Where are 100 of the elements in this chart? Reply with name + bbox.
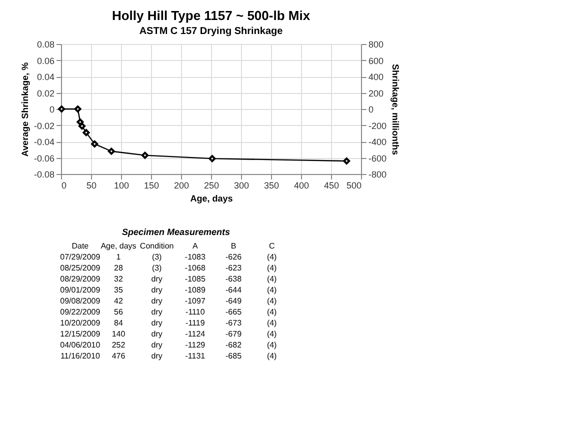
chart-title: Holly Hill Type 1157 ~ 500-lb Mix (112, 8, 311, 23)
text: 35 (114, 286, 124, 294)
text: -682 (225, 340, 242, 350)
x-tick-label: 100 (114, 180, 130, 190)
text: 84 (114, 318, 124, 328)
text: (4) (266, 352, 278, 360)
x-tick-label: 300 (234, 180, 250, 190)
y2-tick-label: 400 (368, 72, 384, 82)
text: 1 (116, 252, 122, 262)
y-tick-label: 0.06 (36, 56, 54, 66)
x-tick-label: 200 (174, 180, 190, 190)
point (91, 140, 98, 148)
text: dry (151, 286, 162, 294)
text: -623 (225, 264, 242, 272)
text: 09/22/2009 (60, 308, 101, 316)
text: 140 (112, 330, 126, 338)
text: (3) (152, 252, 162, 262)
text: -1110 (186, 308, 206, 316)
y2-tick-label: 200 (368, 88, 384, 98)
text: (4) (266, 330, 278, 338)
y-tick-label: -0.06 (34, 153, 54, 164)
text: (4) (266, 318, 278, 328)
text: Specimen Measurements (122, 227, 230, 237)
text: 08/29/2009 (60, 274, 101, 284)
text: 11/16/2010 (60, 352, 100, 360)
category-label: A (192, 242, 198, 250)
text: -1124 (185, 330, 206, 338)
text: -638 (225, 274, 242, 284)
point (78, 122, 86, 130)
text: dry (151, 308, 162, 316)
text: 32 (114, 274, 124, 284)
text: dry (151, 330, 162, 338)
text: dry (151, 296, 162, 306)
x-tick-label: 150 (144, 180, 160, 190)
x-tick-label: 350 (264, 180, 280, 190)
x-tick-label: 450 (324, 180, 340, 190)
y-tick-label: 0.02 (36, 88, 54, 98)
text: dry (151, 318, 162, 328)
point (343, 158, 350, 164)
text: -626 (225, 252, 242, 262)
text: -1085 (184, 274, 206, 284)
y2-tick-label: -800 (368, 170, 387, 180)
text: -644 (225, 286, 242, 294)
y2-tick-label: -200 (368, 120, 387, 131)
y-tick-label: -0.04 (34, 137, 54, 147)
text: (4) (266, 286, 278, 294)
text: 56 (114, 308, 124, 316)
y2-tick-label: 600 (368, 56, 384, 66)
y2-tick-label: 800 (368, 40, 384, 50)
point (208, 155, 216, 162)
text: (4) (266, 296, 278, 306)
y-tick-label: -0.02 (34, 120, 54, 131)
text: 09/01/2009 (60, 286, 101, 294)
y2-tick-label: -400 (368, 137, 387, 147)
category-label: Condition (140, 242, 174, 250)
y2-tick-label: 0 (368, 104, 374, 114)
text: 42 (114, 296, 124, 306)
chart-subtitle: ASTM C 157 Drying Shrinkage (139, 26, 284, 37)
text: 09/08/2009 (60, 296, 101, 306)
category-label: Age, days (100, 242, 136, 250)
point (76, 118, 84, 126)
text: -1131 (185, 352, 206, 360)
x-tick-label: 50 (86, 180, 97, 190)
y-tick-label: 0.04 (36, 72, 54, 82)
x-tick-label: 0 (62, 180, 67, 190)
category-label: B (230, 242, 236, 250)
y2-axis-title: Shrinkage, millionths (390, 64, 401, 156)
text: (3) (152, 264, 162, 272)
text: -679 (225, 330, 242, 338)
y-axis-title: Average Shrinkage, % (20, 62, 30, 157)
y-tick-label: 0 (49, 104, 54, 114)
text: -673 (225, 318, 242, 328)
text: -1068 (184, 264, 206, 272)
text: 476 (112, 352, 126, 360)
text: 28 (114, 264, 124, 272)
text: -1097 (184, 296, 206, 306)
text: 07/29/2009 (60, 252, 101, 262)
y-tick-label: 0.08 (36, 40, 54, 50)
text: -665 (225, 308, 242, 316)
category-label: Date (72, 242, 90, 250)
text: -1119 (186, 318, 206, 328)
text: (4) (266, 274, 278, 284)
text: 10/20/2009 (60, 318, 101, 328)
text: dry (151, 274, 162, 284)
text: dry (151, 352, 162, 360)
x-tick-label: 250 (204, 180, 220, 190)
category-label: C (268, 242, 275, 250)
text: (4) (266, 308, 278, 316)
text: -1083 (184, 252, 206, 262)
text: (4) (266, 252, 278, 262)
point (142, 152, 148, 159)
y-tick-label: -0.08 (34, 170, 54, 180)
text: -1129 (185, 340, 206, 350)
text: 12/15/2009 (60, 330, 101, 338)
text: 252 (112, 340, 126, 350)
text: (4) (266, 340, 278, 350)
point (74, 106, 82, 112)
text: -685 (225, 352, 242, 360)
point (82, 129, 90, 136)
point (108, 148, 115, 155)
